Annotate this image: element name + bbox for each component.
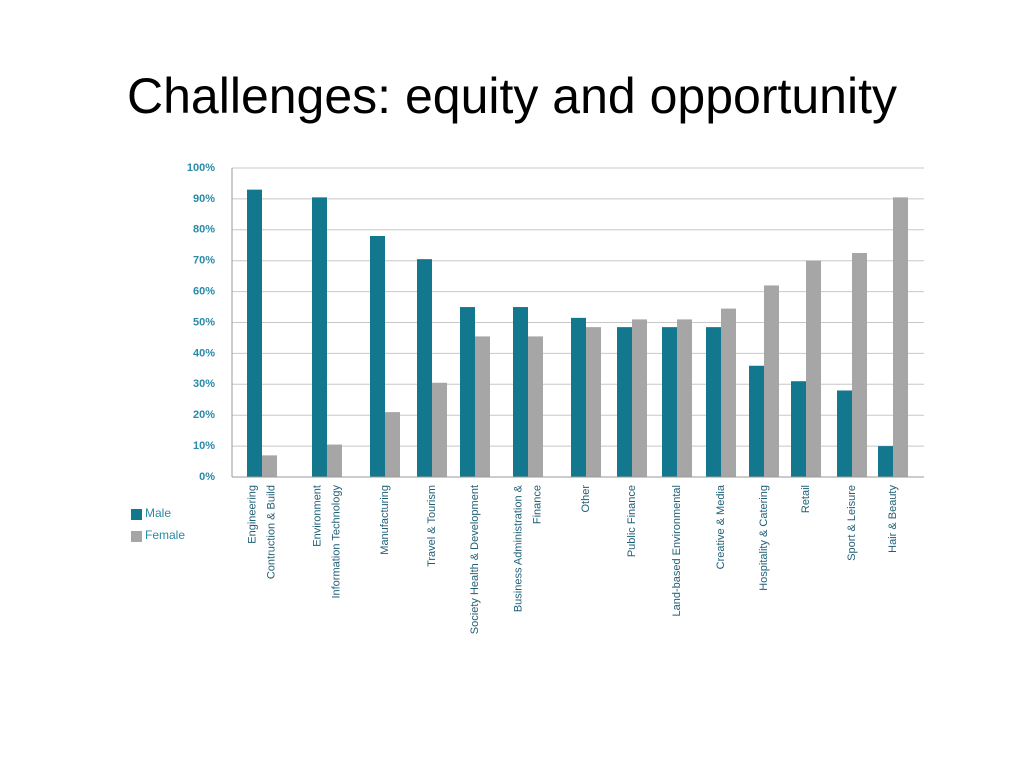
bar [247,189,262,477]
bar [878,446,893,477]
x-tick-label: Business Administration & [512,484,524,612]
y-tick-label: 100% [187,162,215,174]
bar [385,412,400,477]
bar [662,327,677,477]
bar [370,235,385,477]
legend-label: Male [145,506,171,520]
x-tick-label: Society Health & Development [469,485,481,634]
bar [417,259,432,477]
bar [632,319,647,477]
bar [721,308,736,477]
x-tick-label: Engineering [246,485,258,544]
x-tick-label: Environment [311,485,323,547]
y-tick-label: 90% [193,193,215,205]
x-tick-label: Information Technology [330,485,342,599]
y-tick-label: 70% [193,255,215,267]
x-tick-label: Contruction & Build [265,485,277,579]
bar [706,327,721,477]
bar [764,285,779,477]
x-tick-label: Creative & Media [715,484,727,569]
y-tick-label: 60% [193,286,215,298]
legend-swatch [131,509,142,520]
bar [475,336,490,477]
bar [262,455,277,477]
bar [312,197,327,478]
bar [791,381,806,477]
legend-swatch [131,531,142,542]
legend-label: Female [145,528,185,542]
x-tick-label: Retail [800,485,812,513]
x-tick-label: Hair & Beauty [887,485,899,553]
bar [677,319,692,477]
bar [749,365,764,477]
bar [617,327,632,477]
slide-title: Challenges: equity and opportunity [127,68,897,124]
x-tick-label: Land-based Environmental [671,485,683,616]
y-tick-label: 30% [193,378,215,390]
x-tick-label: Manufacturing [379,485,391,555]
bar [837,390,852,477]
x-tick-label: Finance [531,485,543,524]
x-tick-label: Travel & Tourism [426,485,438,567]
y-tick-label: 50% [193,316,215,328]
bar [432,382,447,477]
bar [586,327,601,477]
y-tick-label: 80% [193,224,215,236]
x-tick-label: Hospitality & Catering [758,485,770,591]
y-tick-label: 20% [193,409,215,421]
x-tick-label: Sport & Leisure [846,485,858,561]
bar [852,252,867,477]
x-tick-label: Other [580,485,592,513]
y-tick-label: 0% [199,471,215,483]
bar [327,444,342,477]
bar [893,197,908,478]
y-tick-label: 10% [193,440,215,452]
x-tick-label: Public Finance [626,485,638,557]
bar [460,307,475,477]
bar [806,260,821,477]
y-tick-label: 40% [193,347,215,359]
bar [513,307,528,477]
bar [528,336,543,477]
bar [571,317,586,477]
